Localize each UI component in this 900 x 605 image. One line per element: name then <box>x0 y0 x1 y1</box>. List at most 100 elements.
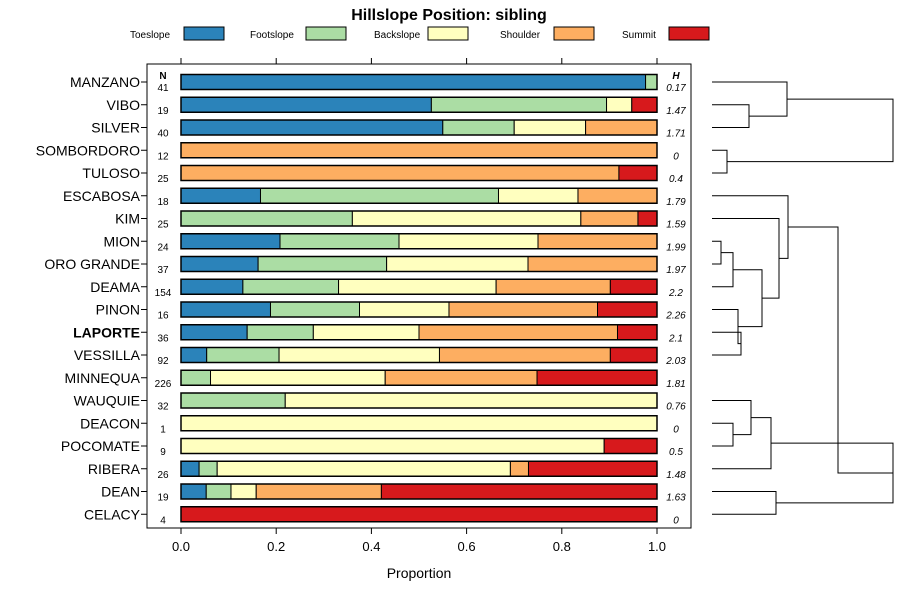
dendrogram-link-9 <box>712 218 780 299</box>
row-n-deacon: 1 <box>160 424 166 435</box>
h-column-header: H <box>672 71 680 82</box>
bar-segment-laporte-summit <box>616 324 658 341</box>
legend-label-shoulder: Shoulder <box>500 30 541 41</box>
legend-swatch-footslope <box>305 26 347 41</box>
bar-outline-ribera <box>180 460 658 477</box>
legend-swatch-summit <box>668 26 710 41</box>
bar-segment-pinon-summit <box>597 301 658 318</box>
dendrogram-link-3 <box>727 98 894 163</box>
bar-segment-vibo-toeslope <box>180 96 432 113</box>
bar-outline-deama <box>180 278 658 295</box>
dendrogram-link-7 <box>712 252 734 288</box>
row-h-sombordoro: 0 <box>673 151 679 162</box>
row-label-celacy: CELACY <box>84 506 141 522</box>
bar-segment-oro-grande-footslope <box>257 256 388 272</box>
bar-segment-silver-toeslope <box>180 119 444 136</box>
dendrogram-link-4 <box>712 240 722 265</box>
row-dean: DEAN 19 1.63 <box>101 483 686 504</box>
bar-segment-vessilla-toeslope <box>180 347 208 363</box>
row-silver: SILVER 40 1.71 <box>91 119 686 140</box>
row-label-pinon: PINON <box>96 302 140 318</box>
bar-outline-vessilla <box>180 346 658 364</box>
row-label-deama: DEAMA <box>90 279 140 295</box>
bar-segment-deama-toeslope <box>180 278 244 295</box>
row-label-sombordoro: SOMBORDORO <box>36 142 140 158</box>
row-label-vibo: VIBO <box>107 97 141 113</box>
bar-segment-vibo-backslope <box>606 96 633 113</box>
bar-outline-celacy <box>180 506 658 523</box>
bar-segment-escabosa-backslope <box>497 187 579 204</box>
bar-segment-escabosa-toeslope <box>180 187 261 204</box>
dendrogram-link-11 <box>712 422 734 447</box>
dendrogram-link-14 <box>712 491 777 515</box>
plot-frame <box>146 63 692 529</box>
bar-segment-ribera-shoulder <box>509 460 529 477</box>
bar-segment-escabosa-footslope <box>259 187 499 204</box>
row-h-vessilla: 2.03 <box>665 356 686 367</box>
bar-segment-mion-backslope <box>398 233 539 250</box>
bar-segment-pocomate-backslope <box>180 438 605 454</box>
legend-swatch-backslope <box>427 26 469 41</box>
row-h-deama: 2.2 <box>668 288 683 299</box>
row-n-manzano: 41 <box>157 83 169 94</box>
row-celacy: CELACY 4 0 <box>84 506 679 526</box>
row-n-escabosa: 18 <box>157 197 169 208</box>
bar-segment-dean-shoulder <box>255 483 382 500</box>
row-n-kim: 25 <box>157 220 169 231</box>
n-column-header: N <box>159 71 166 82</box>
row-h-dean: 1.63 <box>666 493 686 504</box>
bar-segment-vessilla-summit <box>609 347 658 363</box>
row-h-mion: 1.99 <box>666 242 686 253</box>
bar-segment-oro-grande-backslope <box>386 256 529 272</box>
bar-outline-dean <box>180 483 658 500</box>
bar-outline-mion <box>180 233 658 250</box>
bar-segment-dean-toeslope <box>180 483 207 500</box>
legend-label-summit: Summit <box>622 30 656 41</box>
dendrogram-link-8 <box>733 269 763 328</box>
bar-segment-mion-footslope <box>279 233 400 250</box>
bar-segment-laporte-backslope <box>312 324 420 341</box>
bar-segment-silver-shoulder <box>585 119 658 136</box>
bar-outline-pinon <box>180 301 658 318</box>
row-h-deacon: 0 <box>673 424 679 435</box>
bar-outline-escabosa <box>180 187 658 204</box>
bar-segment-minnequa-backslope <box>210 369 386 386</box>
bar-segment-vibo-summit <box>631 96 658 113</box>
bar-segment-vessilla-footslope <box>206 347 280 363</box>
x-tick-label-0: 0.0 <box>172 539 190 554</box>
row-label-pocomate: POCOMATE <box>61 438 140 454</box>
row-h-wauquie: 0.76 <box>666 402 686 413</box>
dendrogram-link-0 <box>712 104 750 128</box>
bar-segment-vessilla-backslope <box>278 347 440 363</box>
bar-outline-vibo <box>180 96 658 113</box>
row-n-tuloso: 25 <box>157 174 169 185</box>
row-label-wauquie: WAUQUIE <box>74 393 140 409</box>
row-n-deama: 154 <box>155 288 172 299</box>
row-h-pocomate: 0.5 <box>669 447 683 458</box>
bar-segment-deama-backslope <box>338 278 497 295</box>
bar-segment-pinon-footslope <box>269 301 361 318</box>
row-vibo: VIBO 19 1.47 <box>107 96 686 117</box>
bar-segment-ribera-footslope <box>198 460 218 477</box>
row-deacon: DEACON 1 0 <box>80 415 679 435</box>
bar-segment-escabosa-shoulder <box>577 187 658 204</box>
bar-segment-tuloso-summit <box>618 165 658 181</box>
bar-segment-kim-shoulder <box>580 210 639 227</box>
dendrogram-link-2 <box>712 149 728 174</box>
bar-outline-minnequa <box>180 369 658 386</box>
bar-segment-pinon-toeslope <box>180 301 271 318</box>
row-wauquie: WAUQUIE 32 0.76 <box>74 392 686 413</box>
row-n-laporte: 36 <box>157 333 169 344</box>
row-pocomate: POCOMATE 9 0.5 <box>61 437 683 458</box>
row-h-kim: 1.59 <box>666 220 686 231</box>
bar-segment-pocomate-summit <box>603 438 658 454</box>
row-pinon: PINON 16 2.26 <box>96 301 686 322</box>
bar-segment-silver-backslope <box>513 119 587 136</box>
bar-segment-manzano-footslope <box>645 74 658 90</box>
bar-segment-vibo-footslope <box>430 96 608 113</box>
x-tick-label-3: 0.6 <box>458 539 476 554</box>
bar-segment-pinon-backslope <box>359 301 450 318</box>
row-kim: KIM 25 1.59 <box>115 210 686 231</box>
